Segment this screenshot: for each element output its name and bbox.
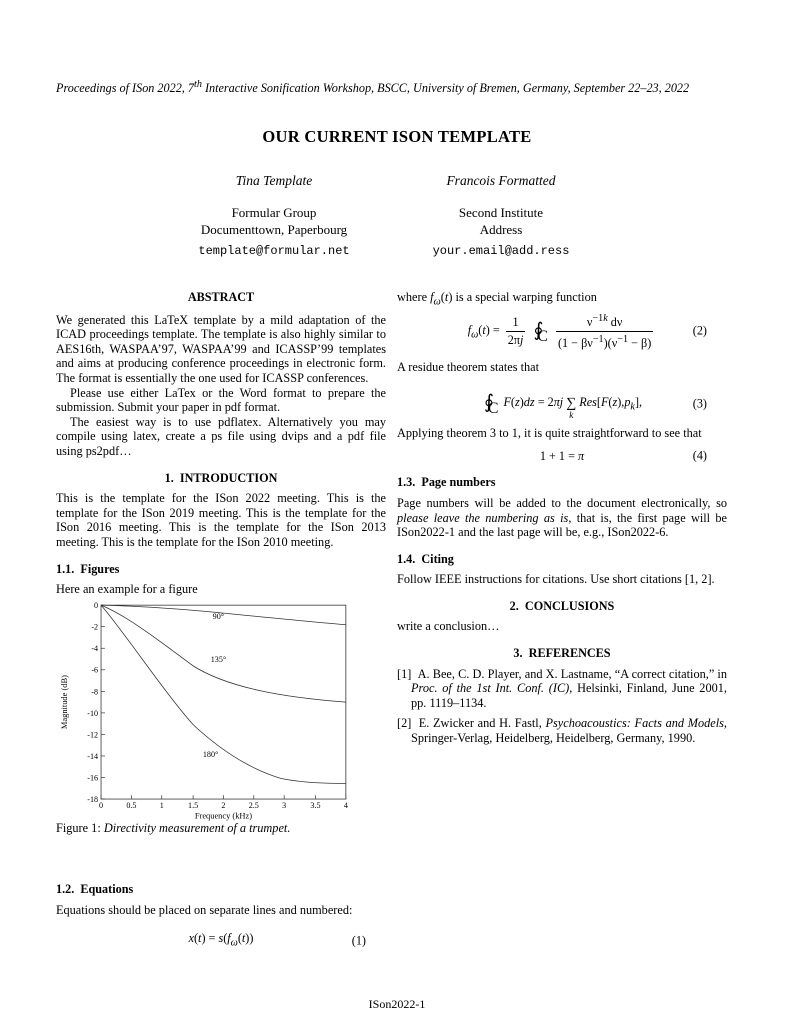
svg-text:0.5: 0.5 <box>126 801 136 810</box>
svg-text:2: 2 <box>221 801 225 810</box>
svg-text:3.5: 3.5 <box>310 801 320 810</box>
svg-text:180°: 180° <box>203 750 218 759</box>
svg-text:Magnitude (dB): Magnitude (dB) <box>59 675 69 729</box>
svg-text:-4: -4 <box>91 644 98 653</box>
svg-text:1.5: 1.5 <box>188 801 198 810</box>
svg-text:0: 0 <box>99 801 103 810</box>
svg-text:90°: 90° <box>213 612 224 621</box>
svg-text:Frequency (kHz): Frequency (kHz) <box>195 810 252 820</box>
svg-text:-10: -10 <box>87 709 98 718</box>
svg-text:4: 4 <box>344 801 348 810</box>
svg-text:1: 1 <box>160 801 164 810</box>
svg-text:2.5: 2.5 <box>249 801 259 810</box>
svg-text:-8: -8 <box>91 687 98 696</box>
svg-text:-6: -6 <box>91 665 98 674</box>
svg-text:-14: -14 <box>87 752 98 761</box>
svg-text:-18: -18 <box>87 795 98 804</box>
svg-text:-2: -2 <box>91 622 98 631</box>
svg-text:0: 0 <box>94 601 98 610</box>
svg-text:135°: 135° <box>211 655 226 664</box>
svg-text:-16: -16 <box>87 773 98 782</box>
svg-text:-12: -12 <box>87 730 98 739</box>
svg-text:3: 3 <box>282 801 286 810</box>
